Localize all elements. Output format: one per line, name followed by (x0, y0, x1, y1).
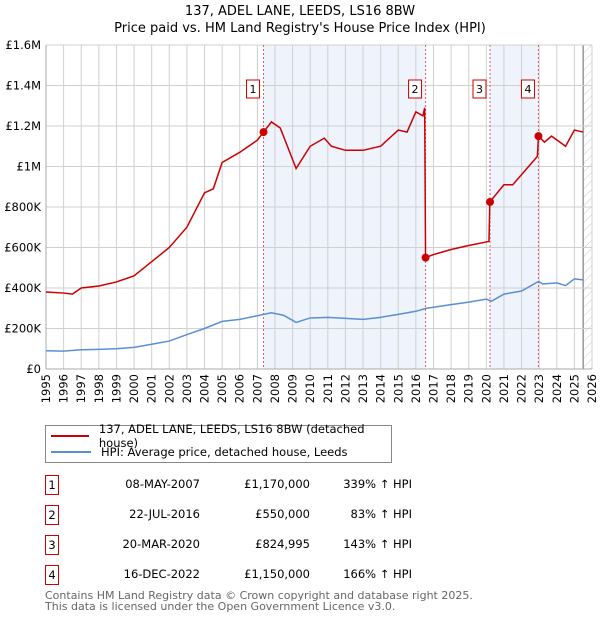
sale-hpi-change: 143% ↑ HPI (343, 537, 412, 551)
x-tick-label: 2021 (497, 374, 511, 403)
y-tick-label: £600K (4, 241, 41, 255)
x-tick-label: 2017 (426, 374, 440, 403)
sale-marker-badge: 4 (45, 565, 59, 585)
legend: 137, ADEL LANE, LEEDS, LS16 8BW (detache… (45, 422, 392, 463)
sale-date: 16-DEC-2022 (123, 567, 200, 581)
x-tick-label: 2019 (462, 374, 476, 403)
x-tick-label: 2002 (162, 374, 176, 403)
x-tick-label: 2006 (233, 374, 247, 403)
x-tick-label: 2013 (356, 374, 370, 403)
chart-title: 137, ADEL LANE, LEEDS, LS16 8BW (184, 4, 416, 19)
sale-price: £550,000 (255, 507, 310, 521)
sale-row: 1 08-MAY-2007 £1,170,000 339% ↑ HPI (45, 475, 445, 495)
x-tick-label: 2015 (391, 374, 405, 403)
sale-marker-badge: 1 (45, 475, 59, 495)
sale-row: 4 16-DEC-2022 £1,150,000 166% ↑ HPI (45, 565, 445, 585)
sale-row: 3 20-MAR-2020 £824,995 143% ↑ HPI (45, 535, 445, 555)
x-tick-label: 2003 (180, 374, 194, 403)
chart-subtitle: Price paid vs. HM Land Registry's House … (114, 21, 486, 36)
y-tick-label: £800K (4, 200, 41, 214)
sale-marker-label: 4 (524, 83, 531, 96)
sale-marker-box (472, 79, 487, 99)
x-tick-label: 2009 (286, 374, 300, 403)
x-tick-label: 2007 (250, 374, 264, 403)
x-tick-label: 1995 (39, 374, 53, 403)
y-tick-label: £200K (4, 322, 41, 336)
x-tick-label: 1996 (57, 374, 71, 403)
y-tick-label: £1.2M (5, 119, 41, 133)
x-tick-label: 2022 (515, 374, 529, 403)
sale-date: 20-MAR-2020 (122, 537, 200, 551)
x-tick-label: 1999 (109, 374, 123, 403)
y-tick-label: £400K (4, 281, 41, 295)
y-tick-label: £0 (26, 362, 41, 376)
x-tick-label: 2008 (268, 374, 282, 403)
sale-date: 22-JUL-2016 (129, 507, 200, 521)
sale-hpi-change: 166% ↑ HPI (343, 567, 412, 581)
x-tick-label: 1997 (74, 374, 88, 403)
x-tick-label: 2001 (145, 374, 159, 403)
y-tick-label: £1.4M (5, 79, 41, 93)
property-price-line (45, 107, 584, 295)
sale-hpi-change: 339% ↑ HPI (343, 477, 412, 491)
plot-area: 1995 1996 1997 1998 1999 2000 2001 2002 2003 2004… (4, 38, 599, 403)
legend-item-hpi: HPI: Average price, detached house, Leed… (51, 444, 348, 460)
sale-point (259, 128, 268, 137)
sale-point (421, 253, 430, 262)
legend-label: 137, ADEL LANE, LEEDS, LS16 8BW (detache… (98, 422, 365, 450)
sale-price: £1,170,000 (244, 477, 310, 491)
sale-marker-box (408, 79, 423, 99)
x-tick-label: 2016 (409, 374, 423, 403)
y-tick-label: £1.6M (5, 38, 41, 52)
footer-licence: This data is licensed under the Open Gov… (45, 600, 396, 613)
sale-date: 08-MAY-2007 (125, 477, 200, 491)
sale-marker-box (246, 79, 261, 99)
sale-hpi-change: 83% ↑ HPI (350, 507, 412, 521)
hpi-line (45, 278, 584, 352)
footer-copyright: Contains HM Land Registry data © Crown c… (45, 589, 473, 602)
sale-marker-badge: 2 (45, 505, 59, 525)
sale-point (486, 197, 495, 206)
x-tick-label: 2010 (303, 374, 317, 403)
sale-row: 2 22-JUL-2016 £550,000 83% ↑ HPI (45, 505, 445, 525)
x-tick-label: 2012 (338, 374, 352, 403)
x-tick-label: 2020 (479, 374, 493, 403)
x-tick-label: 2000 (127, 374, 141, 403)
sale-marker-box (520, 79, 535, 99)
x-tick-label: 2011 (321, 374, 335, 403)
sale-marker-badge: 3 (45, 535, 59, 555)
sale-marker-label: 2 (412, 83, 419, 96)
x-tick-label: 2005 (215, 374, 229, 403)
sale-price: £824,995 (255, 537, 310, 551)
x-tick-label: 2025 (567, 374, 581, 403)
sale-marker-label: 3 (476, 83, 483, 96)
x-tick-label: 2023 (532, 374, 546, 403)
sale-price: £1,150,000 (244, 567, 310, 581)
x-tick-label: 2004 (198, 374, 212, 403)
y-tick-label: £1M (16, 160, 41, 174)
sale-point (534, 132, 543, 141)
x-tick-label: 2026 (585, 374, 599, 403)
x-tick-label: 1998 (92, 374, 106, 403)
x-tick-label: 2018 (444, 374, 458, 403)
legend-label: HPI: Average price, detached house, Leed… (101, 445, 348, 459)
legend-item-property: 137, ADEL LANE, LEEDS, LS16 8BW (detache… (51, 422, 391, 450)
x-tick-label: 2014 (374, 374, 388, 403)
sale-marker-label: 1 (250, 83, 257, 96)
x-tick-label: 2024 (550, 374, 564, 403)
